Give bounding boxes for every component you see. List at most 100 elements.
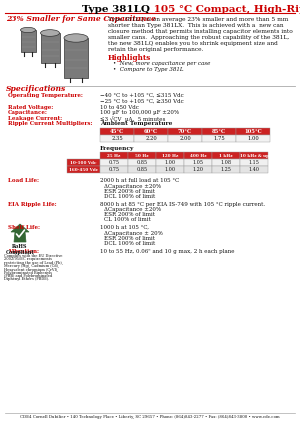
Text: 85°C: 85°C: [212, 128, 226, 133]
Text: 1.20: 1.20: [193, 167, 203, 172]
Polygon shape: [11, 224, 29, 242]
Text: 120 Hz: 120 Hz: [162, 153, 178, 158]
Bar: [100, 152, 128, 159]
Bar: [212, 166, 239, 173]
Text: ESR 200% of limit: ESR 200% of limit: [104, 189, 155, 193]
Bar: [67, 159, 100, 166]
Text: •  Compare to Type 381L: • Compare to Type 381L: [113, 66, 184, 71]
Bar: [202, 134, 236, 142]
Bar: [240, 166, 268, 173]
Text: 2002/95/EC requirements: 2002/95/EC requirements: [4, 257, 52, 261]
Text: Shelf Life:: Shelf Life:: [8, 225, 40, 230]
Text: 1000 h at 105 °C,: 1000 h at 105 °C,: [100, 225, 149, 230]
Text: 0.85: 0.85: [136, 160, 148, 165]
Text: ESR 200% of limit: ESR 200% of limit: [104, 212, 155, 217]
Text: 105 °C Compact, High-Ripple Snap-in: 105 °C Compact, High-Ripple Snap-in: [150, 5, 300, 14]
Text: 10-100 Vdc: 10-100 Vdc: [70, 161, 97, 164]
Text: 2.20: 2.20: [145, 136, 157, 141]
Text: 70°C: 70°C: [178, 128, 192, 133]
Text: ≤3 √CV  µA,  5 minutes: ≤3 √CV µA, 5 minutes: [100, 116, 165, 122]
Text: Operating Temperature:: Operating Temperature:: [8, 93, 83, 98]
Text: shorter than Type 381LX.  This is achieved with a  new can: shorter than Type 381LX. This is achieve…: [108, 23, 284, 28]
Text: 45°C: 45°C: [110, 128, 124, 133]
Bar: [240, 152, 268, 159]
Text: 1.25: 1.25: [220, 167, 231, 172]
Text: −25 °C to +105 °C, ≥350 Vdc: −25 °C to +105 °C, ≥350 Vdc: [100, 99, 184, 104]
Text: Complies with the EU Directive: Complies with the EU Directive: [4, 254, 62, 258]
Bar: [40, 33, 59, 63]
Text: Hexavalent chromium (CrVI),: Hexavalent chromium (CrVI),: [4, 267, 58, 271]
Text: DCL 100% of limit: DCL 100% of limit: [104, 241, 155, 246]
Text: closure method that permits installing capacitor elements into: closure method that permits installing c…: [108, 29, 293, 34]
Text: Polybrominated Biphenyls: Polybrominated Biphenyls: [4, 270, 52, 275]
Ellipse shape: [40, 30, 59, 36]
Text: Ripple Current Multipliers:: Ripple Current Multipliers:: [8, 121, 92, 126]
Text: 50 Hz: 50 Hz: [135, 153, 149, 158]
Text: ESR 200% of limit: ESR 200% of limit: [104, 235, 155, 241]
Bar: [184, 152, 212, 159]
Text: EIA Ripple Life:: EIA Ripple Life:: [8, 201, 57, 207]
Text: 0.75: 0.75: [109, 160, 119, 165]
Bar: [100, 128, 134, 134]
Text: the new 381LQ enables you to shrink equipment size and: the new 381LQ enables you to shrink equi…: [108, 41, 278, 46]
Text: Frequency: Frequency: [100, 145, 134, 150]
Text: −40 °C to +105 °C, ≤315 Vdc: −40 °C to +105 °C, ≤315 Vdc: [100, 93, 184, 98]
Text: 25 Hz: 25 Hz: [107, 153, 121, 158]
Text: 10 kHz & up: 10 kHz & up: [239, 153, 268, 158]
Text: RoHS
Compliant: RoHS Compliant: [6, 244, 34, 255]
Bar: [100, 159, 128, 166]
Bar: [168, 128, 202, 134]
Bar: [156, 166, 184, 173]
Text: 105°C: 105°C: [244, 128, 262, 133]
Text: Mercury (Hg), Cadmium (Cd),: Mercury (Hg), Cadmium (Cd),: [4, 264, 59, 268]
Text: 2.35: 2.35: [111, 136, 123, 141]
Text: CDE4 Cornell Dubilier • 140 Technology Place • Liberty, SC 29657 • Phone: (864)8: CDE4 Cornell Dubilier • 140 Technology P…: [20, 415, 280, 419]
Text: Leakage Current:: Leakage Current:: [8, 116, 62, 121]
Text: Vibration:: Vibration:: [8, 249, 39, 253]
Text: (PBB) and Polybrominated: (PBB) and Polybrominated: [4, 274, 52, 278]
Text: 10 to 55 Hz, 0.06" and 10 g max, 2 h each plane: 10 to 55 Hz, 0.06" and 10 g max, 2 h eac…: [100, 249, 235, 253]
Bar: [184, 159, 212, 166]
Text: 1 kHz: 1 kHz: [219, 153, 233, 158]
Text: 1.15: 1.15: [249, 160, 260, 165]
Bar: [236, 128, 269, 134]
Text: smaller cans.  Approaching the robust capability of the 381L,: smaller cans. Approaching the robust cap…: [108, 35, 289, 40]
Bar: [20, 30, 35, 52]
Text: 160-450 Vdc: 160-450 Vdc: [69, 167, 98, 172]
Text: DCL 100% of limit: DCL 100% of limit: [104, 193, 155, 198]
Text: 8000 h at 85 °C per EIA IS-749 with 105 °C ripple current.: 8000 h at 85 °C per EIA IS-749 with 105 …: [100, 201, 265, 207]
Text: restricting the use of Lead (Pb),: restricting the use of Lead (Pb),: [4, 261, 63, 265]
Text: 10 to 450 Vdc: 10 to 450 Vdc: [100, 105, 139, 110]
Bar: [128, 152, 155, 159]
Text: 2.00: 2.00: [179, 136, 191, 141]
Bar: [134, 128, 167, 134]
Text: ΔCapacitance ±20%: ΔCapacitance ±20%: [104, 184, 161, 189]
Bar: [212, 152, 239, 159]
Text: 1.75: 1.75: [213, 136, 225, 141]
Text: 1.40: 1.40: [248, 167, 260, 172]
Text: 2000 h at full load at 105 °C: 2000 h at full load at 105 °C: [100, 178, 179, 183]
Bar: [67, 166, 100, 173]
Text: Rated Voltage:: Rated Voltage:: [8, 105, 53, 110]
Bar: [64, 38, 88, 78]
Bar: [100, 134, 134, 142]
Text: 60°C: 60°C: [144, 128, 158, 133]
Text: 1.00: 1.00: [247, 136, 259, 141]
Text: Specifications: Specifications: [6, 85, 66, 93]
Text: ΔCapacitance ± 20%: ΔCapacitance ± 20%: [104, 230, 163, 235]
Bar: [100, 166, 128, 173]
Bar: [212, 159, 239, 166]
Text: 1.00: 1.00: [164, 167, 175, 172]
Text: Type 381LQ: Type 381LQ: [82, 5, 150, 14]
Text: Ambient Temperature: Ambient Temperature: [100, 121, 172, 126]
Text: Diphenyl Ethers (PBDE).: Diphenyl Ethers (PBDE).: [4, 277, 50, 281]
Ellipse shape: [20, 27, 35, 33]
Bar: [156, 159, 184, 166]
Text: Capacitance:: Capacitance:: [8, 110, 48, 115]
Bar: [128, 159, 155, 166]
Text: 100 µF to 100,000 µF ±20%: 100 µF to 100,000 µF ±20%: [100, 110, 179, 115]
Text: Type 381LQ is on average 23% smaller and more than 5 mm: Type 381LQ is on average 23% smaller and…: [108, 17, 288, 22]
Text: 0.75: 0.75: [109, 167, 119, 172]
Bar: [236, 134, 269, 142]
Bar: [240, 159, 268, 166]
